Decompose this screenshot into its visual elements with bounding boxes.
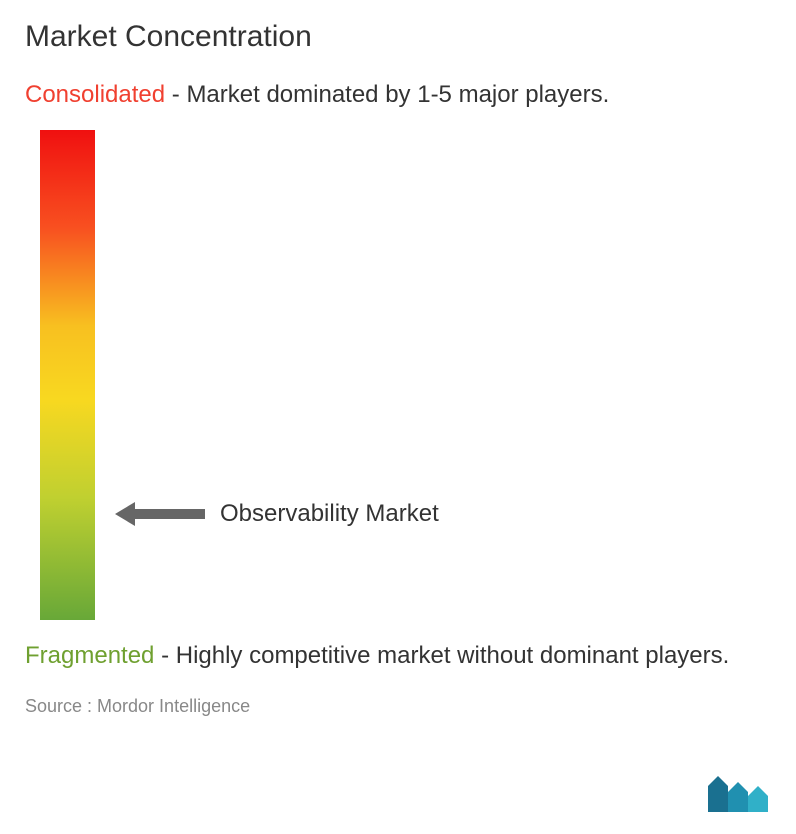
marker-label: Observability Market [220,500,439,528]
logo-icon [706,774,771,814]
concentration-chart: Observability Market [25,130,771,620]
market-marker: Observability Market [115,500,439,528]
gradient-scale [40,130,95,620]
consolidated-description: Consolidated - Market dominated by 1-5 m… [25,79,771,110]
page-title: Market Concentration [25,20,771,54]
fragmented-description: Fragmented - Highly competitive market w… [25,640,771,671]
consolidated-text: - Market dominated by 1-5 major players. [165,81,609,108]
arrow-icon [115,502,205,526]
fragmented-label: Fragmented [25,642,154,669]
fragmented-text: - Highly competitive market without domi… [154,642,729,669]
source-text: Source : Mordor Intelligence [25,696,771,717]
consolidated-label: Consolidated [25,81,165,108]
